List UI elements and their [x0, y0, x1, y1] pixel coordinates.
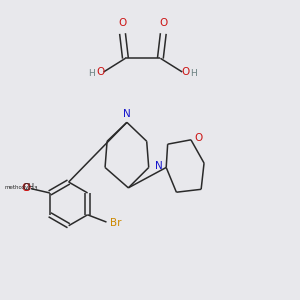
Text: H: H [190, 69, 197, 78]
Text: O: O [194, 134, 203, 143]
Text: O: O [21, 183, 29, 193]
Text: O: O [96, 67, 104, 77]
Text: O: O [159, 18, 167, 28]
Text: N: N [155, 161, 163, 171]
Text: H: H [88, 69, 95, 78]
Text: O: O [118, 18, 127, 28]
Text: O: O [181, 67, 190, 77]
Text: CH₃: CH₃ [22, 184, 38, 193]
Text: N: N [123, 109, 131, 119]
Text: methoxy: methoxy [4, 185, 28, 190]
Text: Br: Br [110, 218, 122, 228]
Text: O: O [22, 183, 30, 193]
